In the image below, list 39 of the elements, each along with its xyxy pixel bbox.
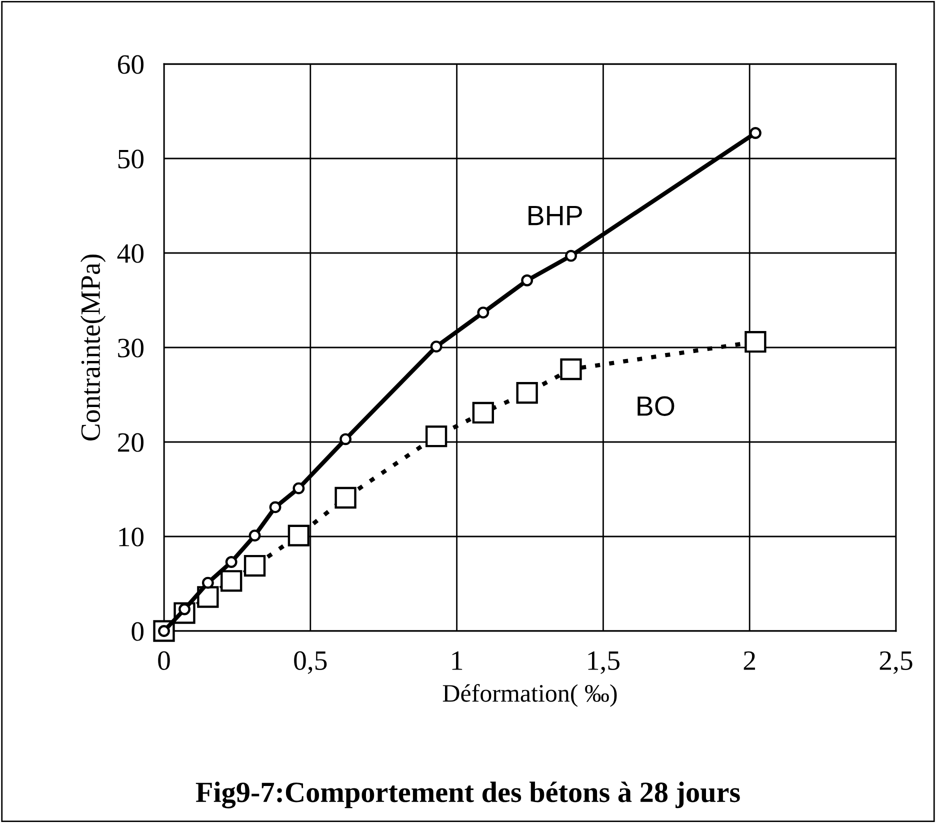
x-tick-label: 0	[158, 651, 170, 670]
x-tick-label: 2	[744, 651, 756, 670]
point	[248, 530, 261, 542]
y-tick-label: 50	[118, 150, 144, 168]
point	[560, 358, 582, 380]
x-axis-title: Déformation( ‰)	[442, 684, 617, 707]
y-axis-title: Contrainte(MPa)	[80, 254, 106, 440]
y-tick-label: 20	[118, 433, 144, 452]
y-tick-label: 40	[117, 244, 144, 263]
y-tick-label: 0	[132, 622, 144, 641]
point	[430, 340, 442, 353]
x-tick-label: 2,5	[880, 651, 912, 674]
point	[292, 482, 305, 494]
x-tick-label: 0,5	[294, 651, 327, 674]
point	[425, 426, 448, 448]
point	[744, 331, 766, 353]
text: Fig9-7:Comportement des bétons à 28 jours	[196, 782, 740, 808]
y-tick-label: 10	[119, 528, 144, 546]
point	[244, 554, 266, 577]
point	[516, 382, 538, 404]
point	[334, 486, 356, 509]
point	[521, 274, 534, 286]
point	[225, 556, 238, 568]
point	[220, 570, 242, 592]
y-tick-label: 60	[118, 55, 144, 74]
point	[288, 524, 310, 546]
series-label: BHP	[528, 206, 582, 226]
point	[477, 306, 490, 319]
y-tick-label: 30	[118, 338, 144, 358]
series-label: BO	[638, 396, 674, 416]
point	[472, 402, 494, 424]
point	[269, 501, 282, 514]
point	[202, 576, 214, 589]
point	[565, 250, 577, 262]
x-tick-label: 1	[452, 651, 462, 670]
x-tick-label: 1,5	[588, 651, 620, 674]
point	[749, 127, 762, 139]
point	[340, 433, 352, 446]
point	[197, 586, 219, 608]
